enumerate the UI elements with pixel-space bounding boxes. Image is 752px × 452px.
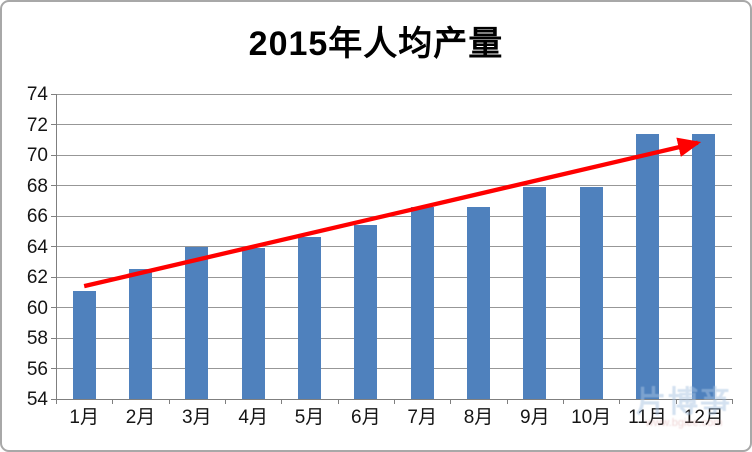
gridline — [56, 307, 732, 308]
y-tick-label: 68 — [26, 175, 48, 197]
y-tick-label: 54 — [26, 389, 48, 410]
x-axis-tick — [337, 399, 339, 404]
x-tick-label: 6月 — [351, 407, 381, 428]
bar-7月 — [410, 206, 434, 399]
x-axis-tick — [450, 399, 452, 404]
trend-arrow-line — [83, 137, 702, 289]
bar-1月 — [72, 290, 96, 399]
gridline — [56, 154, 732, 156]
x-axis-tick — [168, 399, 170, 404]
gridline — [56, 124, 732, 125]
bar-12月 — [692, 133, 716, 399]
y-tick-label: 70 — [26, 145, 48, 166]
y-tick-label: 66 — [26, 206, 48, 227]
bar-4月 — [241, 248, 265, 399]
gridline — [56, 93, 732, 95]
chart-title: 2015年人均产量 — [248, 25, 504, 63]
y-axis-tick — [51, 307, 56, 308]
x-axis-tick — [225, 399, 226, 404]
bar-9月 — [523, 187, 547, 399]
x-tick-label: 1月 — [69, 407, 99, 428]
x-axis-tick — [506, 399, 508, 404]
y-axis-tick — [51, 246, 56, 247]
y-tick-label: 58 — [26, 328, 48, 349]
bar-11月 — [636, 133, 659, 399]
y-axis-tick — [51, 398, 56, 400]
y-tick-label: 74 — [26, 84, 48, 105]
bar-10月 — [579, 187, 603, 399]
x-tick-label: 7月 — [407, 407, 437, 428]
bar-2月 — [129, 269, 152, 399]
y-axis-tick — [51, 368, 56, 369]
x-tick-label: 11月 — [628, 407, 667, 428]
y-axis-line — [56, 94, 57, 400]
x-tick-label: 5月 — [294, 407, 325, 428]
y-tick-label: 62 — [26, 267, 48, 288]
x-axis-tick — [563, 399, 564, 404]
gridline — [56, 276, 732, 278]
x-axis-tick — [394, 399, 395, 404]
y-tick-label: 56 — [26, 358, 48, 380]
x-axis-tick — [56, 399, 57, 404]
y-axis-tick — [51, 93, 56, 95]
y-axis-tick — [51, 337, 56, 339]
x-tick-label: 8月 — [463, 407, 494, 428]
y-axis-tick — [51, 276, 56, 278]
y-axis-tick — [51, 215, 56, 217]
x-tick-label: 4月 — [238, 407, 268, 428]
gridline — [56, 215, 732, 217]
gridline — [56, 368, 732, 369]
y-axis-tick — [51, 185, 56, 186]
x-tick-label: 9月 — [520, 407, 550, 428]
x-axis-tick — [675, 399, 677, 404]
bar-8月 — [467, 206, 490, 399]
x-tick-label: 3月 — [182, 407, 212, 428]
x-axis-tick — [281, 399, 283, 404]
bar-3月 — [185, 246, 209, 399]
x-tick-label: 12月 — [683, 407, 724, 428]
y-tick-label: 72 — [26, 114, 48, 136]
x-tick-label: 2月 — [125, 407, 156, 428]
gridline — [56, 337, 732, 339]
x-tick-label: 10月 — [571, 407, 612, 428]
x-axis-tick — [112, 399, 114, 404]
y-tick-label: 60 — [26, 297, 48, 319]
bar-5月 — [298, 237, 321, 399]
x-axis-tick — [619, 399, 621, 404]
y-axis-tick — [51, 124, 56, 125]
y-axis-tick — [51, 154, 56, 156]
gridline — [56, 185, 732, 186]
bar-6月 — [354, 225, 378, 399]
x-axis-tick — [732, 399, 733, 404]
gridline — [56, 246, 732, 247]
y-tick-label: 64 — [26, 236, 48, 258]
